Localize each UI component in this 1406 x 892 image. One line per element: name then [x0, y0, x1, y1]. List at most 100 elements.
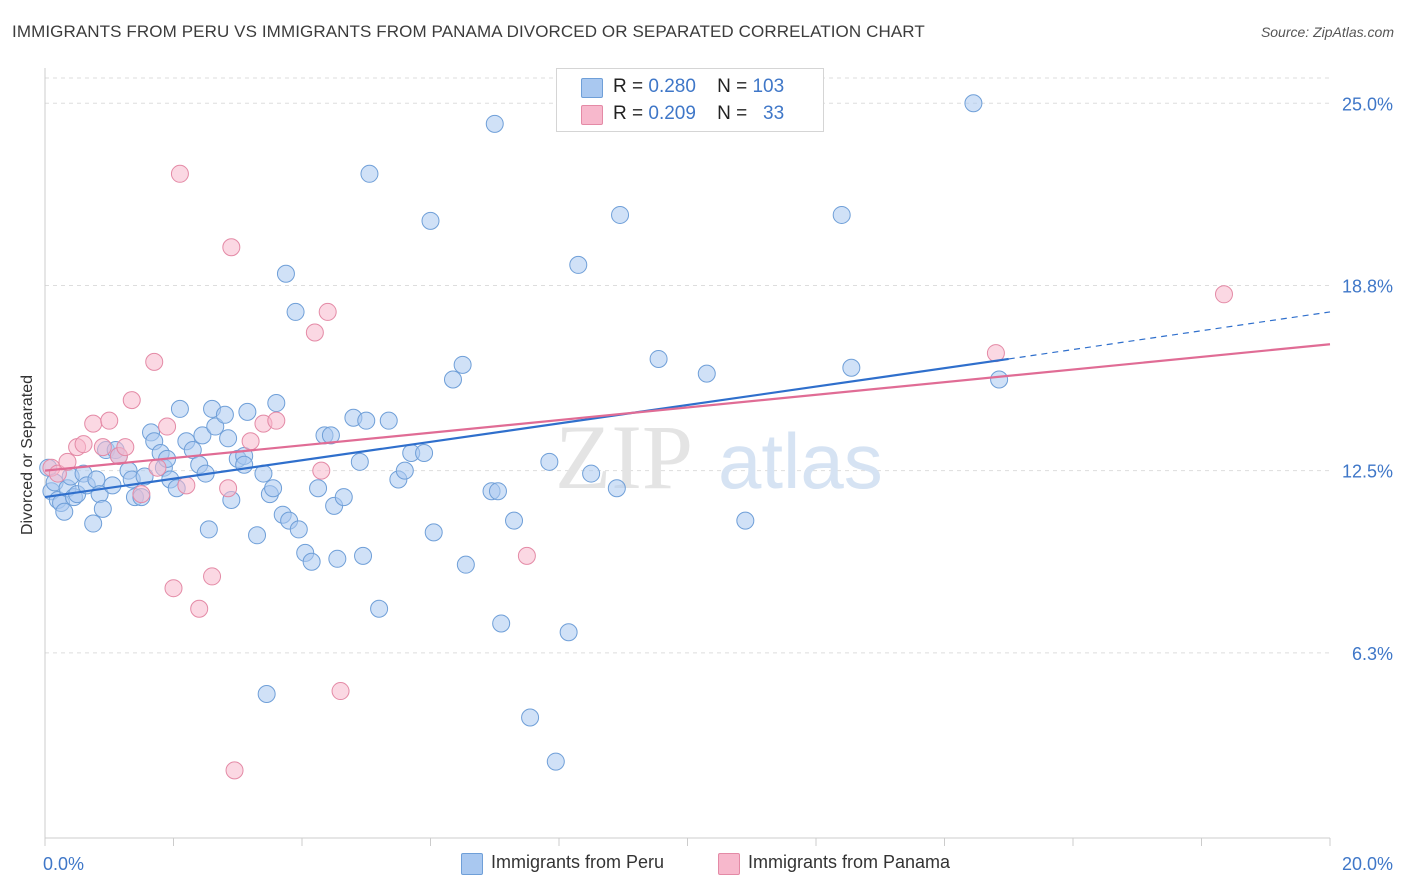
n-value: 33	[763, 103, 785, 124]
data-point	[611, 205, 630, 224]
data-point	[736, 511, 755, 530]
data-point	[264, 479, 283, 498]
data-point	[559, 623, 578, 642]
data-point	[488, 482, 507, 501]
bottom-legend-label-peru: Immigrants from Peru	[491, 852, 665, 872]
trend-extension-peru	[1008, 311, 1331, 360]
data-point	[582, 464, 601, 483]
data-point	[177, 476, 196, 495]
data-point	[276, 264, 295, 283]
data-point	[421, 211, 440, 230]
data-point	[289, 520, 308, 539]
data-point	[312, 461, 331, 480]
data-point	[370, 599, 389, 618]
data-point	[328, 549, 347, 568]
series-panama-points	[42, 164, 1233, 780]
bottom-legend-swatch-panama	[718, 853, 740, 875]
data-point	[257, 684, 276, 703]
data-point	[505, 511, 524, 530]
data-point	[395, 461, 414, 480]
data-point	[453, 355, 472, 374]
x-tick-label: 20.0%	[1342, 854, 1393, 874]
legend-swatch-panama	[581, 105, 603, 125]
tick-labels: 6.3% 12.5% 18.8% 25.0% 0.0% 20.0%	[43, 94, 1393, 874]
n-label: N =	[717, 103, 748, 124]
data-point	[305, 323, 324, 342]
data-point	[158, 417, 177, 436]
data-point	[87, 470, 106, 489]
chart-title: IMMIGRANTS FROM PERU VS IMMIGRANTS FROM …	[12, 22, 925, 41]
data-point	[170, 164, 189, 183]
data-point	[74, 435, 93, 454]
y-tick-label: 25.0%	[1342, 94, 1393, 114]
data-point	[190, 599, 209, 618]
data-point	[225, 761, 244, 780]
data-point	[415, 444, 434, 462]
n-value: 103	[752, 76, 785, 97]
axes	[44, 68, 1331, 846]
data-point	[492, 614, 511, 633]
watermark: ZIP atlas	[555, 406, 883, 508]
data-point	[93, 499, 112, 518]
x-tick-label: 0.0%	[43, 854, 84, 874]
bottom-legend-label-panama: Immigrants from Panama	[748, 852, 951, 872]
legend-text-panama: R = 0.209 N = 33	[613, 103, 784, 125]
data-point	[321, 426, 340, 445]
data-point	[842, 358, 861, 377]
data-point	[443, 370, 462, 389]
data-point	[302, 552, 321, 571]
data-point	[485, 114, 504, 133]
r-value: 0.209	[648, 103, 696, 124]
y-tick-label: 12.5%	[1342, 462, 1393, 482]
data-point	[350, 452, 369, 471]
data-point	[832, 205, 851, 224]
r-label: R =	[613, 76, 644, 97]
source-credit: Source: ZipAtlas.com	[1260, 24, 1394, 40]
data-point	[84, 514, 103, 533]
legend-text-peru: R = 0.280 N = 103	[613, 76, 784, 98]
y-tick-label: 6.3%	[1352, 644, 1393, 664]
data-point	[607, 479, 626, 498]
data-point	[238, 402, 257, 421]
data-point	[286, 302, 305, 321]
data-point	[309, 479, 328, 498]
data-point	[222, 238, 241, 257]
data-point	[540, 452, 559, 471]
data-point	[203, 567, 222, 586]
data-point	[215, 405, 234, 424]
data-point	[235, 455, 254, 474]
data-point	[84, 414, 103, 433]
data-point	[357, 411, 376, 430]
data-point	[193, 426, 212, 445]
r-value: 0.280	[648, 76, 696, 97]
bottom-legend-swatch-peru	[461, 853, 483, 875]
data-point	[103, 476, 122, 495]
data-point	[649, 349, 668, 368]
data-point	[424, 523, 443, 542]
data-point	[360, 164, 379, 183]
data-point	[116, 438, 135, 457]
data-point	[354, 546, 373, 565]
data-point	[318, 302, 337, 321]
data-point	[546, 752, 565, 771]
data-point	[164, 579, 183, 598]
data-point	[145, 352, 164, 371]
trend-line-peru	[44, 357, 1009, 499]
data-point	[58, 452, 77, 471]
trend-lines	[44, 311, 1331, 499]
series-peru-points	[39, 94, 1009, 771]
watermark-atlas: atlas	[718, 417, 883, 505]
data-point	[219, 429, 238, 448]
data-point	[456, 555, 475, 574]
legend-swatch-peru	[581, 78, 603, 98]
data-point	[132, 485, 151, 504]
data-point	[241, 432, 260, 451]
data-point	[1214, 285, 1233, 304]
data-point	[697, 364, 716, 383]
data-point	[148, 458, 167, 477]
data-point	[990, 370, 1009, 389]
data-point	[517, 546, 536, 565]
data-point	[93, 438, 112, 457]
data-point	[55, 502, 74, 521]
